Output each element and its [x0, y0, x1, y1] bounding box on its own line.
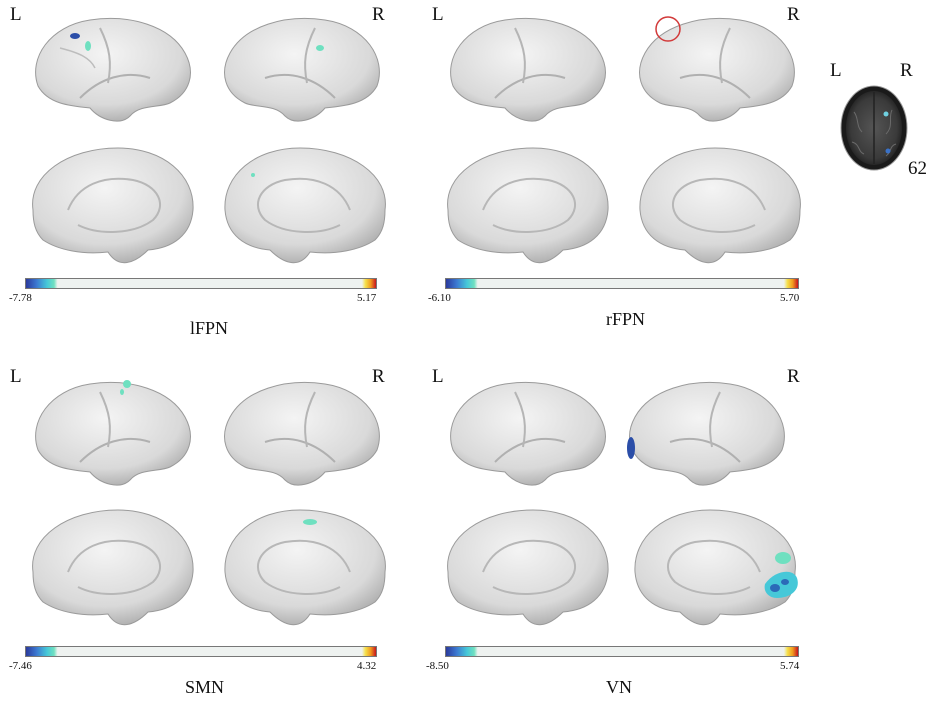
brain-medial-left — [447, 509, 609, 626]
slice-number: 62 — [908, 158, 927, 179]
colorbar-min: -7.78 — [9, 292, 32, 304]
network-name: rFPN — [606, 309, 646, 329]
left-label: L — [10, 366, 22, 387]
brain-lateral-left — [450, 17, 606, 122]
panel-lfpn: L R -7.78 5.17 lFPN — [5, 0, 415, 350]
brain-medial-right — [224, 509, 386, 626]
right-label: R — [900, 60, 913, 81]
activation-blob — [123, 380, 131, 388]
activation-blob — [627, 437, 635, 459]
right-label: R — [372, 4, 385, 25]
left-label: L — [432, 366, 444, 387]
activation-blob — [781, 579, 789, 585]
activation-blob — [70, 33, 80, 39]
brain-medial-right — [224, 147, 386, 264]
right-label: R — [787, 4, 800, 25]
colorbar-max: 5.17 — [357, 292, 377, 304]
brain-lateral-left — [450, 381, 606, 486]
colorbar-min: -7.46 — [9, 660, 32, 672]
panel-smn: L R -7.46 4.32 SMN — [5, 362, 415, 712]
activation-blob — [303, 519, 317, 525]
brain-medial-right — [634, 509, 798, 626]
colorbar-min: -8.50 — [426, 660, 449, 672]
colorbar-max: 5.70 — [780, 292, 800, 304]
brain-medial-left — [447, 147, 609, 264]
brain-lateral-right — [224, 381, 380, 486]
left-label: L — [10, 4, 22, 25]
activation-blob — [775, 552, 791, 564]
colorbar-max: 4.32 — [357, 660, 377, 672]
activation-blob — [885, 148, 891, 154]
highlight-circle-marker — [655, 16, 681, 42]
brain-medial-left — [32, 509, 194, 626]
activation-blob — [120, 389, 124, 395]
left-label: L — [830, 60, 842, 81]
activation-blob — [251, 173, 255, 177]
axial-brain-image — [840, 85, 908, 171]
panel-vn: L R -8.50 5.74 VN — [420, 362, 830, 712]
brain-lateral-right — [627, 381, 785, 486]
colorbar — [25, 278, 377, 289]
network-name: lFPN — [190, 318, 229, 338]
right-label: R — [372, 366, 385, 387]
network-name: SMN — [185, 677, 225, 697]
activation-blob — [316, 45, 324, 51]
panel-rfpn: L R -6.10 5.70 rFPN — [420, 0, 830, 350]
colorbar — [25, 646, 377, 657]
activation-blob — [883, 111, 889, 117]
activation-blob — [770, 584, 780, 592]
colorbar — [445, 278, 799, 289]
axial-slice: L R 62 — [828, 58, 932, 182]
left-label: L — [432, 4, 444, 25]
brain-lateral-right — [639, 16, 795, 122]
colorbar — [445, 646, 799, 657]
brain-lateral-left — [35, 380, 191, 486]
activation-blob — [85, 41, 91, 51]
brain-medial-left — [32, 147, 194, 264]
network-name: VN — [606, 677, 632, 697]
brain-lateral-left — [35, 17, 191, 122]
colorbar-min: -6.10 — [428, 292, 451, 304]
brain-medial-right — [639, 147, 801, 264]
brain-lateral-right — [224, 17, 380, 122]
right-label: R — [787, 366, 800, 387]
colorbar-max: 5.74 — [780, 660, 800, 672]
